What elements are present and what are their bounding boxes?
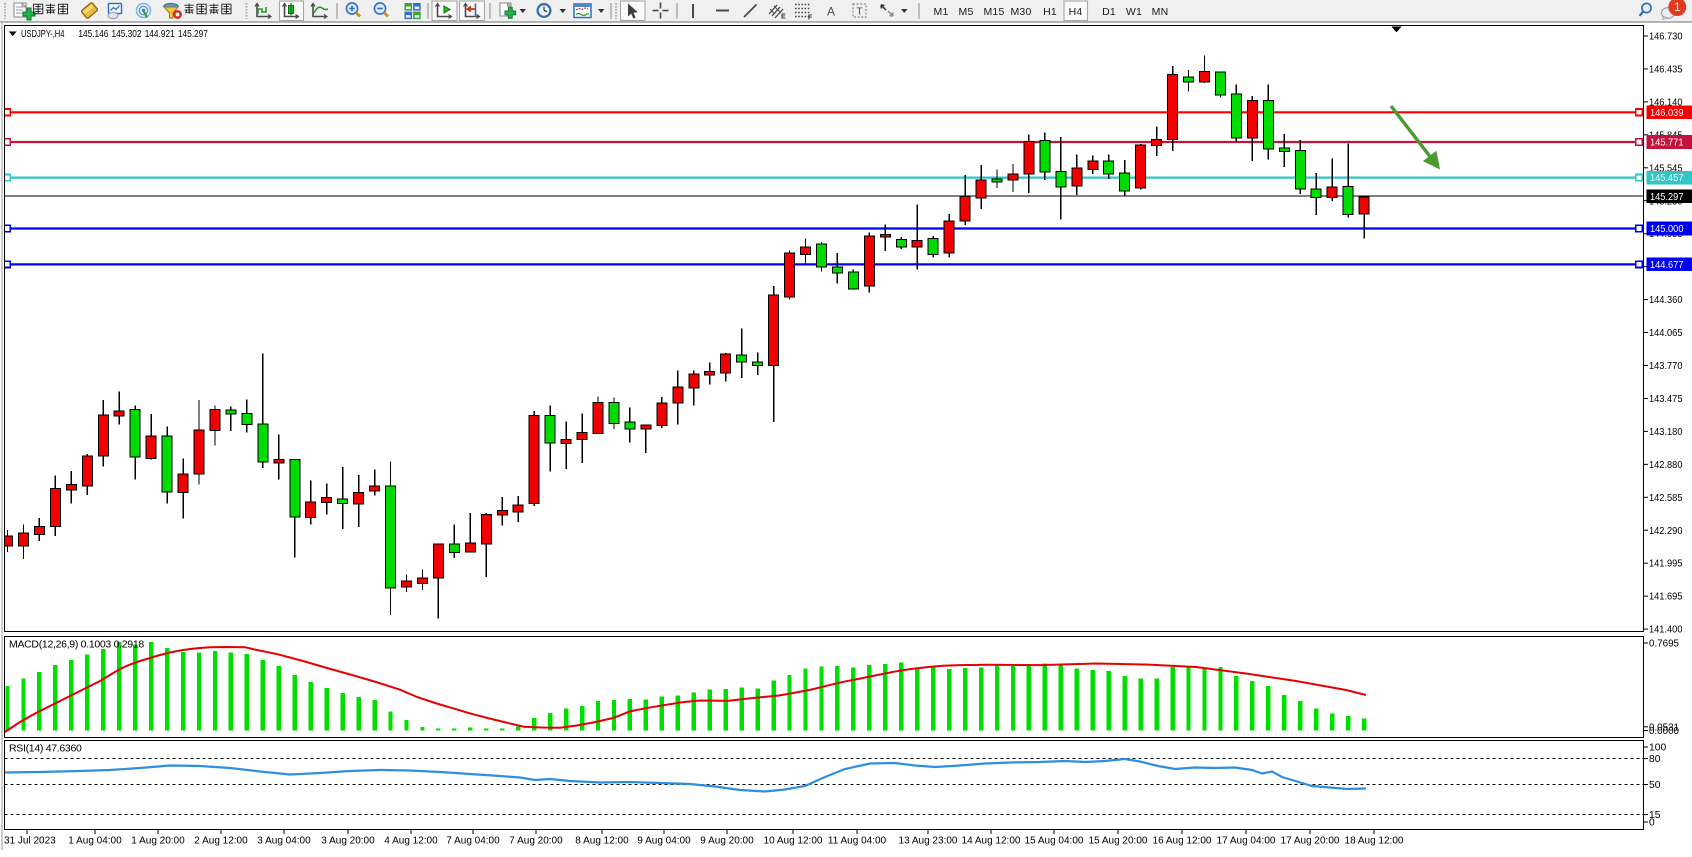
svg-text:31 Jul 2023: 31 Jul 2023 bbox=[4, 836, 56, 847]
svg-text:145.297: 145.297 bbox=[1650, 192, 1684, 203]
svg-text:MN: MN bbox=[1152, 6, 1169, 18]
svg-text:0.0000: 0.0000 bbox=[1649, 726, 1679, 737]
svg-text:141.995: 141.995 bbox=[1649, 559, 1683, 570]
svg-text:143.770: 143.770 bbox=[1649, 361, 1683, 372]
svg-text:10 Aug 12:00: 10 Aug 12:00 bbox=[764, 836, 823, 847]
svg-text:1: 1 bbox=[1674, 0, 1681, 14]
svg-text:142.880: 142.880 bbox=[1649, 460, 1683, 471]
svg-text:144.921: 144.921 bbox=[145, 29, 175, 40]
svg-text:17 Aug 04:00: 17 Aug 04:00 bbox=[1217, 836, 1276, 847]
svg-text:2 Aug 12:00: 2 Aug 12:00 bbox=[194, 836, 248, 847]
svg-text:100: 100 bbox=[1649, 743, 1666, 754]
svg-text:E: E bbox=[781, 14, 786, 21]
svg-text:50: 50 bbox=[1649, 780, 1661, 791]
svg-text:18 Aug 12:00: 18 Aug 12:00 bbox=[1345, 836, 1404, 847]
svg-text:3 Aug 20:00: 3 Aug 20:00 bbox=[321, 836, 375, 847]
svg-text:143.180: 143.180 bbox=[1649, 427, 1683, 438]
svg-text:15 Aug 04:00: 15 Aug 04:00 bbox=[1025, 836, 1084, 847]
svg-text:H1: H1 bbox=[1043, 6, 1057, 18]
svg-text:D1: D1 bbox=[1102, 6, 1116, 18]
svg-text:3 Aug 04:00: 3 Aug 04:00 bbox=[257, 836, 311, 847]
svg-text:M5: M5 bbox=[959, 6, 974, 18]
svg-text:145.457: 145.457 bbox=[1650, 173, 1684, 184]
svg-text:0: 0 bbox=[1649, 818, 1655, 829]
svg-text:4 Aug 12:00: 4 Aug 12:00 bbox=[384, 836, 438, 847]
svg-text:T: T bbox=[857, 7, 863, 18]
svg-text:17 Aug 20:00: 17 Aug 20:00 bbox=[1281, 836, 1340, 847]
svg-text:1 Aug 04:00: 1 Aug 04:00 bbox=[68, 836, 122, 847]
svg-text:145.146: 145.146 bbox=[78, 29, 108, 40]
svg-text:80: 80 bbox=[1649, 754, 1661, 765]
svg-text:146.435: 146.435 bbox=[1649, 64, 1683, 75]
svg-text:145.771: 145.771 bbox=[1650, 138, 1684, 149]
svg-text:0.7695: 0.7695 bbox=[1649, 639, 1679, 650]
svg-text:15 Aug 20:00: 15 Aug 20:00 bbox=[1089, 836, 1148, 847]
svg-text:9 Aug 20:00: 9 Aug 20:00 bbox=[700, 836, 754, 847]
svg-text:M1: M1 bbox=[934, 6, 949, 18]
svg-text:141.400: 141.400 bbox=[1649, 625, 1683, 636]
svg-text:145.297: 145.297 bbox=[178, 29, 208, 40]
svg-text:11 Aug 04:00: 11 Aug 04:00 bbox=[828, 836, 887, 847]
svg-text:F: F bbox=[808, 15, 813, 22]
svg-text:143.475: 143.475 bbox=[1649, 394, 1683, 405]
svg-text:145.302: 145.302 bbox=[112, 29, 142, 40]
svg-text:M15: M15 bbox=[983, 6, 1004, 18]
svg-text:MACD(12,26,9) 0.1003 0.2918: MACD(12,26,9) 0.1003 0.2918 bbox=[9, 639, 144, 651]
svg-text:7 Aug 20:00: 7 Aug 20:00 bbox=[509, 836, 563, 847]
svg-text:144.065: 144.065 bbox=[1649, 328, 1683, 339]
svg-text:142.585: 142.585 bbox=[1649, 493, 1683, 504]
svg-text:9 Aug 04:00: 9 Aug 04:00 bbox=[637, 836, 691, 847]
svg-text:RSI(14) 47.6360: RSI(14) 47.6360 bbox=[9, 743, 82, 755]
svg-text:144.677: 144.677 bbox=[1650, 260, 1684, 271]
svg-text:14 Aug 12:00: 14 Aug 12:00 bbox=[962, 836, 1021, 847]
svg-text:145.000: 145.000 bbox=[1650, 224, 1684, 235]
svg-text:144.360: 144.360 bbox=[1649, 295, 1683, 306]
svg-text:1 Aug 20:00: 1 Aug 20:00 bbox=[131, 836, 185, 847]
svg-text:W1: W1 bbox=[1126, 6, 1142, 18]
svg-text:16 Aug 12:00: 16 Aug 12:00 bbox=[1153, 836, 1212, 847]
svg-text:142.290: 142.290 bbox=[1649, 526, 1683, 537]
svg-text:A: A bbox=[827, 5, 835, 19]
svg-text:146.730: 146.730 bbox=[1649, 32, 1683, 43]
svg-text:7 Aug 04:00: 7 Aug 04:00 bbox=[446, 836, 500, 847]
svg-text:141.695: 141.695 bbox=[1649, 592, 1683, 603]
svg-text:H4: H4 bbox=[1069, 6, 1083, 18]
svg-text:USDJPY-,H4: USDJPY-,H4 bbox=[21, 29, 65, 40]
svg-text:146.039: 146.039 bbox=[1650, 108, 1684, 119]
svg-text:8 Aug 12:00: 8 Aug 12:00 bbox=[575, 836, 629, 847]
svg-text:M30: M30 bbox=[1010, 6, 1031, 18]
svg-text:13 Aug 23:00: 13 Aug 23:00 bbox=[899, 836, 958, 847]
